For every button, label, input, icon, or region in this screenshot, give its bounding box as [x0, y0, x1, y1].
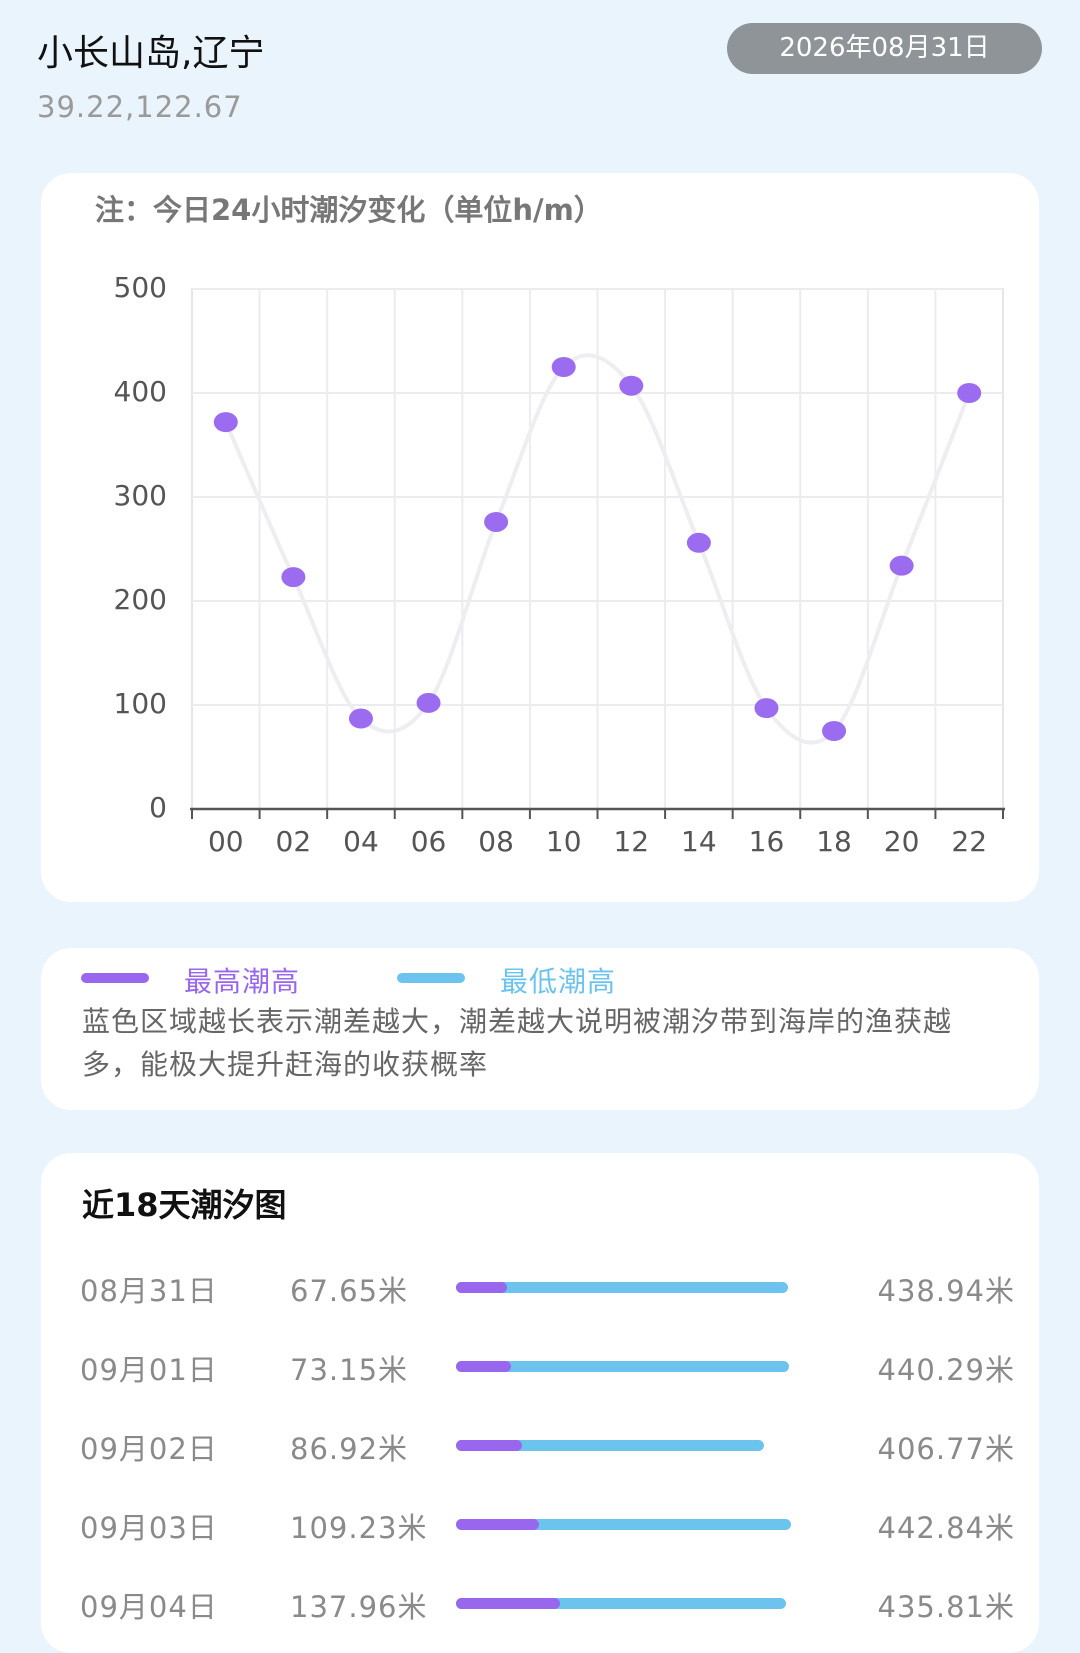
x-tick-label: 08	[478, 825, 514, 858]
high-bar	[456, 1282, 789, 1293]
y-tick-label: 100	[114, 687, 167, 720]
high-bar	[456, 1598, 786, 1609]
x-tick-label: 22	[951, 825, 987, 858]
low-bar	[456, 1519, 539, 1530]
tide-point	[484, 511, 509, 532]
y-tick-label: 400	[114, 375, 167, 408]
row-low: 67.65米	[290, 1274, 409, 1308]
y-tick-label: 200	[114, 583, 167, 616]
high-bar	[456, 1361, 790, 1372]
tide-point	[416, 692, 441, 713]
x-tick-label: 12	[613, 825, 649, 858]
x-tick-label: 00	[208, 825, 244, 858]
chart: 注：今日24小时潮汐变化（单位h/m） 0 100 200 300 400 500 00 02…	[95, 193, 1005, 858]
tide-point	[754, 698, 779, 719]
low-bar	[456, 1282, 508, 1293]
low-bar	[456, 1361, 512, 1372]
tide-point	[619, 375, 644, 396]
row-low: 137.96米	[290, 1590, 428, 1624]
row-high: 440.29米	[877, 1353, 1015, 1387]
tide-point	[957, 383, 982, 403]
x-tick-label: 06	[411, 825, 447, 858]
row-high: 442.84米	[877, 1511, 1015, 1545]
x-tick-label: 14	[681, 825, 717, 858]
row-low: 109.23米	[290, 1511, 428, 1545]
low-bar	[456, 1598, 561, 1609]
tide-point	[822, 721, 847, 741]
legend-label: 最低潮高	[500, 965, 617, 998]
tide-line	[223, 353, 972, 745]
x-tick-label: 02	[276, 825, 312, 858]
row-high: 435.81米	[877, 1590, 1015, 1624]
list-card	[41, 1153, 1039, 1653]
x-tick-label: 20	[884, 825, 920, 858]
row-low: 73.15米	[290, 1353, 409, 1387]
chart-title: 注：今日24小时潮汐变化（单位h/m）	[95, 193, 603, 227]
tide-point	[348, 708, 373, 729]
date-pill[interactable]: 2026年08月31日	[727, 23, 1042, 74]
high-bar	[456, 1440, 764, 1451]
legend-swatch	[81, 973, 149, 983]
y-tick-label: 300	[114, 479, 167, 512]
coordinates: 39.22,122.67	[37, 90, 243, 124]
x-tick-label: 04	[343, 825, 379, 858]
note: 蓝色区域越长表示潮差越大，潮差越大说明被潮汐带到海岸的渔获越多，能极大提升赶海的…	[82, 1005, 953, 1081]
screen: 小长山岛,辽宁 39.22,122.67 2026年08月31日 注：今日24小…	[37, 23, 1042, 1653]
x-tick-label: 10	[546, 825, 582, 858]
row-date: 09月01日	[80, 1353, 218, 1387]
x-tick-label: 18	[816, 825, 852, 858]
row-low: 86.92米	[290, 1432, 409, 1466]
row-high: 438.94米	[877, 1274, 1015, 1308]
tide-point	[889, 555, 914, 576]
row-high: 406.77米	[877, 1432, 1015, 1466]
page: tide {"header": {"location": "小长山岛,辽宁", …	[37, 23, 1042, 1653]
y-tick-label: 500	[114, 271, 167, 304]
chart-card	[41, 173, 1039, 902]
tide-point	[686, 532, 711, 553]
row-date: 09月04日	[80, 1590, 218, 1624]
row-date: 08月31日	[80, 1274, 218, 1308]
list-title: 近18天潮汐图	[82, 1186, 287, 1224]
location-title: 小长山岛,辽宁	[37, 33, 265, 74]
y-tick-label: 0	[149, 791, 167, 824]
x-tick-label: 16	[749, 825, 785, 858]
legend-swatch	[397, 973, 465, 983]
row-date: 09月03日	[80, 1511, 218, 1545]
tide-point	[551, 357, 576, 377]
tide-point	[281, 567, 306, 588]
low-bar	[456, 1440, 522, 1451]
row-date: 09月02日	[80, 1432, 218, 1466]
legend-label: 最高潮高	[184, 965, 301, 998]
high-bar	[456, 1519, 792, 1530]
tide-point	[213, 412, 238, 433]
legend-card	[41, 948, 1039, 1110]
